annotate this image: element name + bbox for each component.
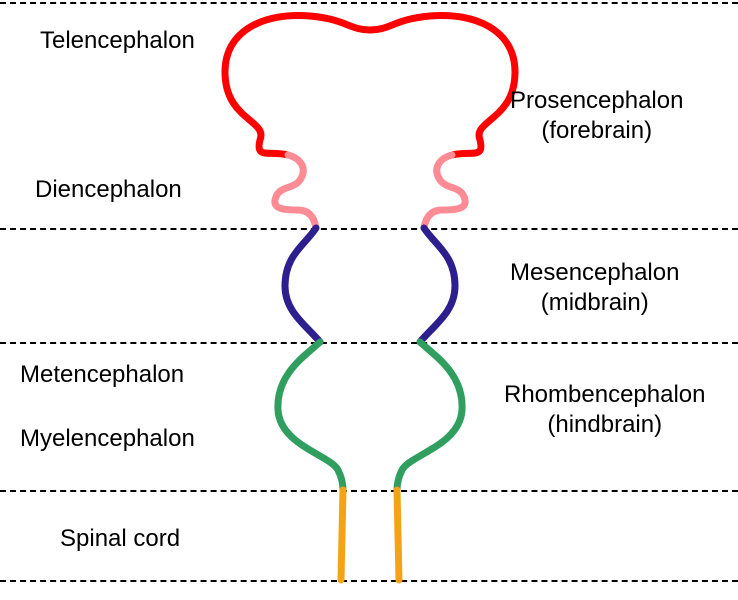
mesencephalon-left (285, 228, 320, 342)
label-metencephalon: Metencephalon (20, 360, 184, 390)
brain-vesicle-diagram: Telencephalon Diencephalon Metencephalon… (0, 0, 738, 600)
diencephalon-left (275, 155, 316, 228)
rhombencephalon-line2: (hindbrain) (547, 411, 662, 438)
diencephalon-right (424, 155, 465, 228)
mesencephalon-line2: (midbrain) (541, 289, 649, 316)
label-prosencephalon: Prosencephalon (forebrain) (510, 86, 683, 146)
label-spinal-cord: Spinal cord (60, 524, 180, 554)
label-diencephalon: Diencephalon (35, 175, 182, 205)
rhombencephalon-line1: Rhombencephalon (504, 381, 705, 408)
spinal-cord-right (397, 490, 399, 580)
rhombencephalon-left (278, 342, 343, 490)
spinal-cord-left (341, 490, 343, 580)
telencephalon-left (225, 15, 370, 155)
mesencephalon-line1: Mesencephalon (510, 259, 679, 286)
prosencephalon-line2: (forebrain) (541, 117, 652, 144)
label-rhombencephalon: Rhombencephalon (hindbrain) (504, 380, 705, 440)
label-telencephalon: Telencephalon (40, 26, 195, 56)
telencephalon-right (370, 15, 515, 155)
prosencephalon-line1: Prosencephalon (510, 87, 683, 114)
rhombencephalon-right (397, 342, 462, 490)
mesencephalon-right (420, 228, 455, 342)
label-myelencephalon: Myelencephalon (20, 424, 195, 454)
label-mesencephalon: Mesencephalon (midbrain) (510, 258, 679, 318)
